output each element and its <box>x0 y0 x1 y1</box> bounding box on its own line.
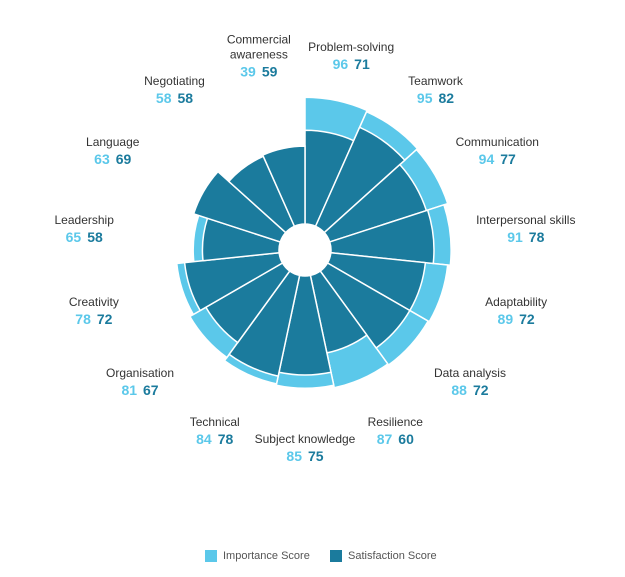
value-label: 69 <box>115 151 132 167</box>
wedge <box>228 269 301 378</box>
legend-swatch <box>330 550 342 562</box>
wedge <box>261 145 306 228</box>
value-label: 72 <box>96 311 113 328</box>
value-labels: 87 60 <box>340 430 450 447</box>
category-name: Language <box>86 135 140 149</box>
legend-swatch <box>205 550 217 562</box>
value-label: 77 <box>500 151 516 167</box>
value-label: 78 <box>75 311 91 328</box>
value-label: 85 <box>286 448 302 464</box>
legend-entry: Importance Score <box>205 550 310 562</box>
category-name: Communication <box>455 135 539 149</box>
category-label: Data analysis 88 72 <box>415 366 525 398</box>
category-name: Creativity <box>68 295 119 310</box>
value-label: 78 <box>528 229 545 246</box>
wedge <box>183 251 284 312</box>
wedge <box>328 209 435 265</box>
value-labels: 58 58 <box>120 89 230 106</box>
category-name: Negotiating <box>144 73 205 88</box>
value-label: 96 <box>332 56 349 73</box>
wedge <box>319 261 411 349</box>
value-labels: 94 77 <box>442 152 552 167</box>
value-labels: 88 72 <box>415 383 525 398</box>
value-label: 81 <box>121 382 138 399</box>
value-label: 78 <box>217 430 234 447</box>
category-label: Commercial awareness 39 59 <box>204 33 314 80</box>
value-label: 75 <box>308 448 324 464</box>
category-name: Organisation <box>105 366 175 381</box>
value-labels: 85 75 <box>250 449 360 464</box>
legend-entry: Satisfaction Score <box>330 550 437 562</box>
category-label: Teamwork 95 82 <box>380 74 490 106</box>
category-label: Leadership 65 58 <box>29 213 139 245</box>
category-name: Problem-solving <box>308 40 395 55</box>
value-label: 72 <box>472 382 489 399</box>
category-label: Problem-solving 96 71 <box>296 40 406 72</box>
value-label: 58 <box>155 89 172 106</box>
value-label: 58 <box>87 229 103 246</box>
category-name: Leadership <box>54 213 114 228</box>
value-labels: 65 58 <box>29 230 139 245</box>
category-name: Teamwork <box>408 73 463 88</box>
value-label: 65 <box>65 229 82 246</box>
category-label: Creativity 78 72 <box>39 295 149 327</box>
category-name: Subject knowledge <box>254 432 356 446</box>
value-labels: 81 67 <box>85 383 195 398</box>
category-label: Interpersonal skills 91 78 <box>471 213 581 245</box>
category-label: Language 63 69 <box>58 135 168 167</box>
legend-label: Importance Score <box>223 550 310 562</box>
value-labels: 63 69 <box>58 152 168 167</box>
wedge <box>192 170 287 243</box>
value-label: 67 <box>143 382 159 399</box>
value-label: 72 <box>519 311 535 328</box>
value-label: 59 <box>261 63 278 80</box>
value-label: 39 <box>240 63 256 80</box>
category-name: Commercial awareness <box>226 32 291 62</box>
category-label: Communication 94 77 <box>442 135 552 167</box>
value-labels: 78 72 <box>39 312 149 327</box>
value-label: 58 <box>177 89 194 106</box>
category-label: Resilience 87 60 <box>340 415 450 447</box>
legend-label: Satisfaction Score <box>348 550 437 562</box>
value-labels: 96 71 <box>296 57 406 72</box>
category-label: Subject knowledge 85 75 <box>250 432 360 464</box>
value-label: 71 <box>354 56 370 73</box>
category-name: Technical <box>189 414 240 429</box>
value-labels: 91 78 <box>471 230 581 245</box>
value-label: 63 <box>94 151 110 167</box>
category-name: Resilience <box>367 414 423 429</box>
value-label: 94 <box>478 151 495 167</box>
value-label: 84 <box>196 430 212 447</box>
category-name: Adaptability <box>485 295 548 310</box>
value-label: 95 <box>416 89 433 106</box>
category-label: Technical 84 78 <box>160 415 270 447</box>
category-label: Negotiating 58 58 <box>120 74 230 106</box>
category-label: Adaptability 89 72 <box>461 295 571 327</box>
value-labels: 84 78 <box>160 430 270 447</box>
value-label: 88 <box>451 382 467 399</box>
category-label: Organisation 81 67 <box>85 366 195 398</box>
category-name: Data analysis <box>433 366 506 381</box>
value-labels: 95 82 <box>380 89 490 106</box>
value-labels: 89 72 <box>461 312 571 327</box>
value-labels: 39 59 <box>204 63 314 80</box>
value-label: 87 <box>376 430 393 447</box>
value-label: 89 <box>497 311 514 328</box>
value-label: 82 <box>438 89 455 106</box>
wedge <box>314 126 406 234</box>
value-label: 60 <box>398 430 414 447</box>
category-name: Interpersonal skills <box>476 213 576 228</box>
value-label: 91 <box>507 229 523 246</box>
